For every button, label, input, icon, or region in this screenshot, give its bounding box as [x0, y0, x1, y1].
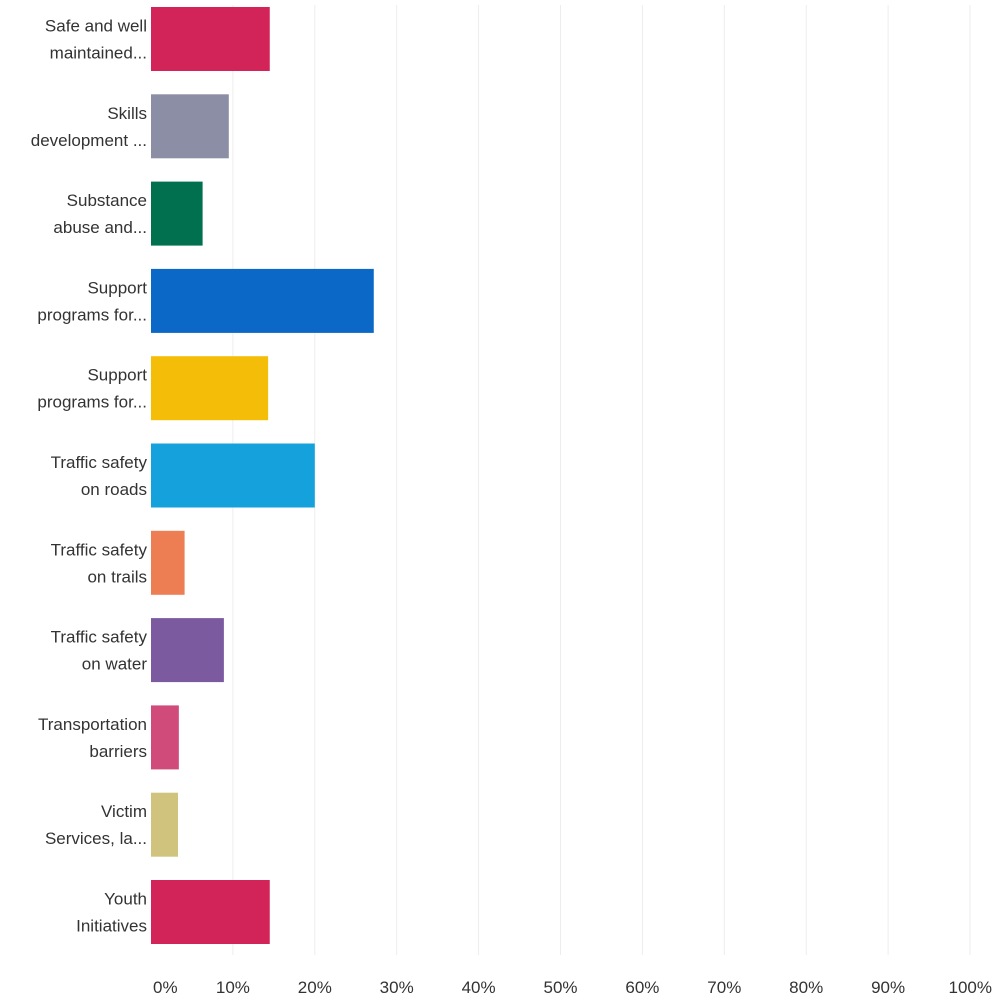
bar-layer [151, 7, 374, 944]
category-label: Traffic safety [51, 540, 148, 559]
category-label: abuse and... [53, 218, 147, 237]
category-label: Services, la... [45, 829, 147, 848]
x-tick-label: 10% [216, 978, 250, 997]
category-label: on roads [81, 480, 147, 499]
grid-layer [232, 5, 971, 955]
x-tick-label: 60% [625, 978, 659, 997]
x-tick-label: 0% [153, 978, 178, 997]
category-label: on trails [87, 567, 147, 586]
category-label-layer: Safe and well maintained... Skills developm… [31, 17, 148, 936]
category-label: Initiatives [76, 917, 147, 936]
x-tick-label: 50% [543, 978, 577, 997]
category-label: Support [87, 278, 147, 297]
category-label: maintained... [50, 44, 147, 63]
category-label: barriers [89, 742, 147, 761]
category-label: Substance [67, 191, 147, 210]
x-tick-label: 80% [789, 978, 823, 997]
category-label: Traffic safety [51, 453, 148, 472]
x-tick-label: 100% [949, 978, 992, 997]
bar[interactable] [151, 880, 270, 944]
category-label: programs for... [37, 393, 147, 412]
x-tick-label: 70% [707, 978, 741, 997]
bar[interactable] [151, 618, 224, 683]
bar[interactable] [151, 356, 269, 421]
x-tick-label: 30% [380, 978, 414, 997]
category-label: on water [82, 655, 148, 674]
category-label: development ... [31, 131, 147, 150]
category-label: Safe and well [45, 17, 147, 36]
x-tick-label: 90% [871, 978, 905, 997]
bar[interactable] [151, 181, 203, 246]
bar[interactable] [151, 443, 315, 508]
category-label: Traffic safety [51, 628, 148, 647]
bar[interactable] [151, 792, 179, 857]
bar[interactable] [151, 705, 179, 770]
category-label: Victim [101, 802, 147, 821]
bar[interactable] [151, 268, 374, 333]
x-axis-tick-layer: 0% 10% 20% 30% 40% 50% 60% 70% 80% 90% 100% [153, 978, 992, 997]
x-tick-label: 40% [462, 978, 496, 997]
bar[interactable] [151, 530, 185, 595]
category-label: Skills [107, 104, 147, 123]
bar[interactable] [151, 94, 229, 159]
category-label: programs for... [37, 305, 147, 324]
bar[interactable] [151, 7, 270, 71]
x-tick-label: 20% [298, 978, 332, 997]
category-label: Youth [104, 890, 147, 909]
category-label: Transportation [38, 715, 147, 734]
category-label: Support [87, 366, 147, 385]
